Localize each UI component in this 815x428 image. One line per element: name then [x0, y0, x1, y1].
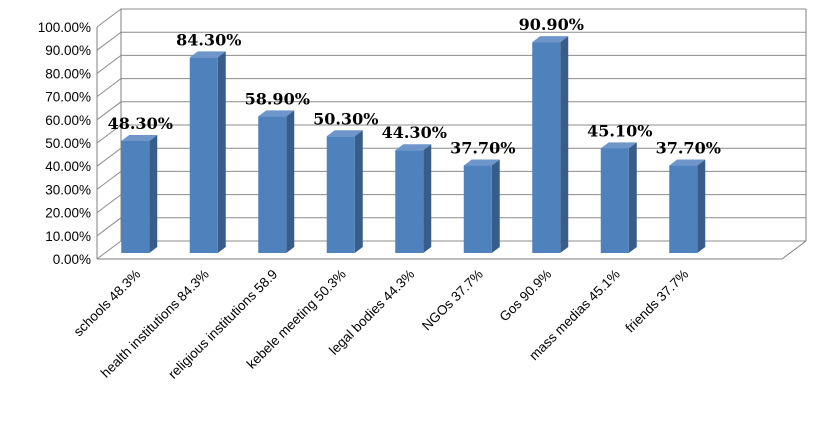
data-label: 37.70% [450, 139, 515, 158]
y-tick-label: 100.00% [38, 20, 91, 35]
y-tick-label: 90.00% [45, 43, 91, 58]
data-label: 44.30% [382, 123, 447, 142]
bar [463, 159, 500, 253]
y-tick-label: 20.00% [45, 206, 91, 221]
bar-top [121, 134, 158, 141]
y-tick-label: 10.00% [45, 229, 91, 244]
bar [532, 36, 569, 253]
category-label: schools 48.3% [71, 267, 144, 340]
category-label: NGOs 37.7% [419, 267, 486, 334]
bar-front [532, 42, 561, 253]
bar-top [463, 159, 500, 166]
data-label: 45.10% [587, 121, 652, 140]
category-label: religious institutions 58.9 [165, 267, 280, 382]
bar-side [423, 144, 432, 253]
bar-front [189, 57, 218, 254]
data-label: 84.30% [176, 30, 241, 49]
y-tick-label: 30.00% [45, 182, 91, 197]
bar-side [560, 36, 569, 253]
bar-side [628, 142, 637, 253]
floor-right-edge [781, 240, 807, 260]
bar [395, 144, 432, 253]
bar [669, 159, 706, 253]
y-tick-label: 60.00% [45, 113, 91, 128]
bar [121, 134, 158, 253]
bar-side [697, 159, 706, 253]
data-label: 48.30% [108, 114, 173, 133]
data-label: 50.30% [313, 109, 378, 128]
bar-side [491, 159, 500, 253]
bar-front [258, 116, 287, 254]
bar-top [258, 110, 295, 117]
bar [258, 110, 295, 254]
y-tick-label: 50.00% [45, 136, 91, 151]
data-label: 58.90% [245, 89, 310, 108]
category-label: Gos 90.9% [497, 267, 555, 325]
category-labels: schools 48.3%health institutions 84.3%re… [71, 267, 692, 382]
bar-front [121, 140, 150, 253]
bar-front [600, 148, 629, 253]
bar-side [354, 130, 363, 253]
data-label: 37.70% [656, 139, 721, 158]
bar-front [395, 150, 424, 253]
bar-side [217, 51, 226, 254]
bar-front [463, 165, 492, 253]
y-tick-label: 70.00% [45, 90, 91, 105]
y-tick-label: 40.00% [45, 159, 91, 174]
bar-top [600, 142, 637, 149]
bars [121, 36, 706, 254]
bar-top [669, 159, 706, 166]
bar-front [326, 136, 355, 253]
data-labels: 48.30%84.30%58.90%50.30%44.30%37.70%90.9… [108, 15, 721, 157]
bar-top [189, 51, 226, 58]
bar-side [286, 110, 295, 254]
bar-side [149, 134, 158, 253]
bar [189, 51, 226, 254]
y-tick-label: 80.00% [45, 66, 91, 81]
bar-top [326, 130, 363, 137]
bar [600, 142, 637, 253]
y-tick-label: 0.00% [53, 252, 91, 267]
bar-top [395, 144, 432, 151]
bar-front [669, 165, 698, 253]
y-axis-ticks: 0.00% 10.00% 20.00% 30.00% 40.00% 50.00% 60.00… [38, 20, 91, 267]
bar-top [532, 36, 569, 43]
gridline [96, 8, 806, 28]
data-label: 90.90% [519, 15, 584, 34]
grid-layer [96, 8, 807, 260]
category-label: friends 37.7% [622, 267, 691, 336]
bar [326, 130, 363, 253]
